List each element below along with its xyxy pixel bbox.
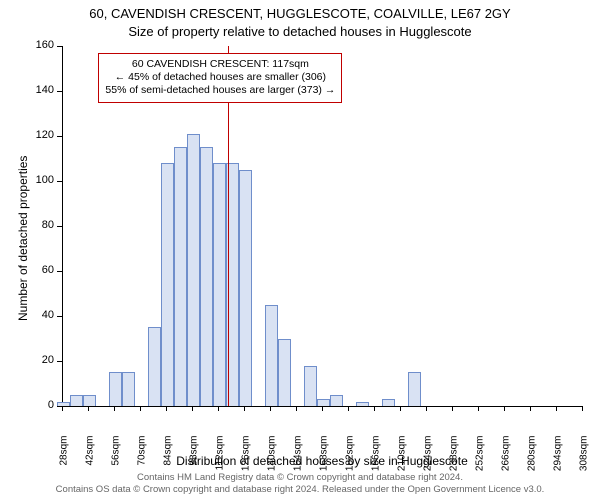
- histogram-bar: [109, 372, 122, 406]
- annotation-box: 60 CAVENDISH CRESCENT: 117sqm← 45% of de…: [98, 53, 342, 102]
- xtick-label: 196sqm: [371, 436, 382, 476]
- ytick-mark: [57, 46, 62, 47]
- xtick-mark: [218, 406, 219, 411]
- histogram-bar: [239, 170, 252, 406]
- xtick-label: 98sqm: [189, 436, 200, 476]
- xtick-label: 224sqm: [423, 436, 434, 476]
- ytick-label: 120: [28, 129, 54, 141]
- histogram-bar: [83, 395, 96, 406]
- xtick-label: 210sqm: [397, 436, 408, 476]
- ytick-label: 140: [28, 84, 54, 96]
- ytick-mark: [57, 361, 62, 362]
- xtick-mark: [244, 406, 245, 411]
- histogram-bar: [356, 402, 369, 407]
- xtick-label: 252sqm: [475, 436, 486, 476]
- ytick-label: 0: [28, 399, 54, 411]
- xtick-label: 280sqm: [527, 436, 538, 476]
- ytick-label: 80: [28, 219, 54, 231]
- ytick-label: 60: [28, 264, 54, 276]
- ytick-mark: [57, 136, 62, 137]
- xtick-mark: [270, 406, 271, 411]
- xtick-label: 84sqm: [163, 436, 174, 476]
- xtick-label: 294sqm: [553, 436, 564, 476]
- xtick-mark: [348, 406, 349, 411]
- xtick-label: 154sqm: [293, 436, 304, 476]
- title-line-2: Size of property relative to detached ho…: [0, 24, 600, 39]
- annotation-line: 60 CAVENDISH CRESCENT: 117sqm: [105, 58, 335, 71]
- ytick-label: 100: [28, 174, 54, 186]
- histogram-bar: [200, 147, 213, 406]
- annotation-line: ← 45% of detached houses are smaller (30…: [105, 71, 335, 84]
- histogram-bar: [278, 339, 291, 407]
- xtick-label: 238sqm: [449, 436, 460, 476]
- ytick-label: 40: [28, 309, 54, 321]
- xtick-mark: [62, 406, 63, 411]
- xtick-mark: [296, 406, 297, 411]
- xtick-mark: [400, 406, 401, 411]
- histogram-bar: [382, 399, 395, 406]
- xtick-mark: [426, 406, 427, 411]
- ytick-mark: [57, 226, 62, 227]
- xtick-label: 168sqm: [319, 436, 330, 476]
- histogram-bar: [330, 395, 343, 406]
- xtick-label: 70sqm: [137, 436, 148, 476]
- xtick-mark: [88, 406, 89, 411]
- title-line-1: 60, CAVENDISH CRESCENT, HUGGLESCOTE, COA…: [0, 6, 600, 21]
- xtick-mark: [166, 406, 167, 411]
- xtick-mark: [114, 406, 115, 411]
- xtick-label: 266sqm: [501, 436, 512, 476]
- histogram-bar: [317, 399, 330, 406]
- xtick-label: 140sqm: [267, 436, 278, 476]
- annotation-line: 55% of semi-detached houses are larger (…: [105, 84, 335, 97]
- xtick-label: 42sqm: [85, 436, 96, 476]
- ytick-mark: [57, 181, 62, 182]
- histogram-bar: [265, 305, 278, 406]
- xtick-mark: [530, 406, 531, 411]
- attribution-line-2: Contains OS data © Crown copyright and d…: [56, 484, 545, 495]
- xtick-mark: [374, 406, 375, 411]
- xtick-mark: [192, 406, 193, 411]
- ytick-mark: [57, 316, 62, 317]
- attribution-text: Contains HM Land Registry data © Crown c…: [0, 472, 600, 496]
- histogram-bar: [148, 327, 161, 406]
- xtick-label: 56sqm: [111, 436, 122, 476]
- chart-root: 60, CAVENDISH CRESCENT, HUGGLESCOTE, COA…: [0, 0, 600, 500]
- xtick-mark: [556, 406, 557, 411]
- xtick-label: 28sqm: [59, 436, 70, 476]
- histogram-bar: [213, 163, 226, 406]
- histogram-bar: [161, 163, 174, 406]
- xtick-mark: [322, 406, 323, 411]
- histogram-bar: [408, 372, 421, 406]
- ytick-label: 160: [28, 39, 54, 51]
- xtick-mark: [478, 406, 479, 411]
- ytick-label: 20: [28, 354, 54, 366]
- xtick-label: 182sqm: [345, 436, 356, 476]
- xtick-label: 112sqm: [215, 436, 226, 476]
- histogram-bar: [187, 134, 200, 406]
- xtick-mark: [452, 406, 453, 411]
- histogram-bar: [122, 372, 135, 406]
- xtick-mark: [504, 406, 505, 411]
- xtick-mark: [582, 406, 583, 411]
- xtick-label: 308sqm: [579, 436, 590, 476]
- histogram-bar: [70, 395, 83, 406]
- ytick-mark: [57, 271, 62, 272]
- ytick-mark: [57, 91, 62, 92]
- histogram-bar: [304, 366, 317, 407]
- xtick-label: 126sqm: [241, 436, 252, 476]
- xtick-mark: [140, 406, 141, 411]
- histogram-bar: [174, 147, 187, 406]
